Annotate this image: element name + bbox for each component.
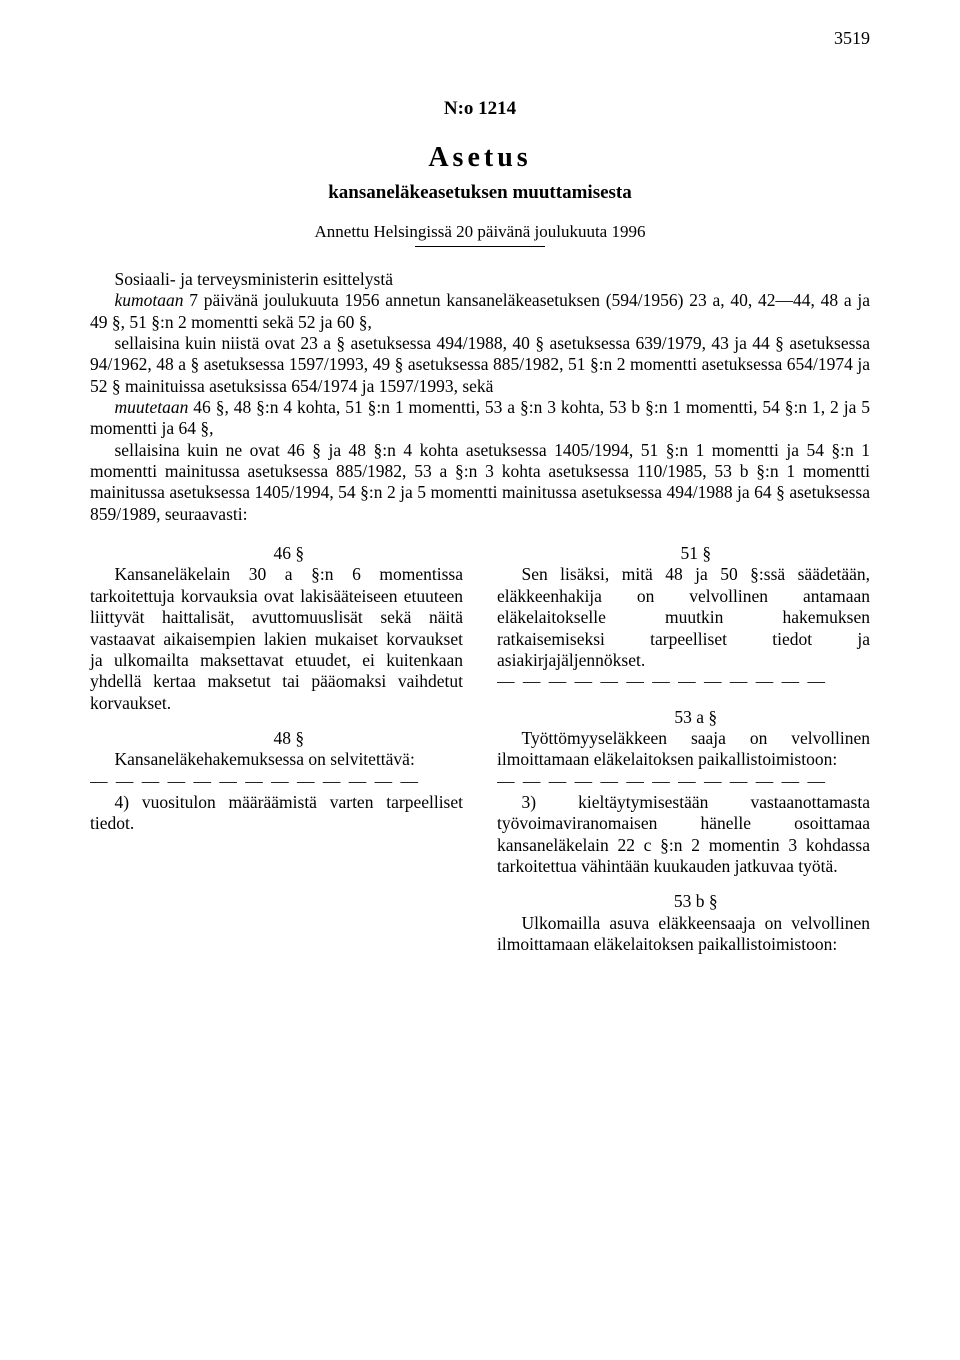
document-given-line: Annettu Helsingissä 20 päivänä joulukuut… xyxy=(90,222,870,242)
section-51-heading: 51 § xyxy=(497,543,870,564)
section-53a: 53 a § Työttömyyseläkkeen saaja on velvo… xyxy=(497,707,870,878)
section-53a-dashline-1: — — — — — — — — — — — — — xyxy=(497,771,870,792)
section-48: 48 § Kansaneläkehakemuksessa on selvitet… xyxy=(90,728,463,835)
preamble-line-4-rest: 46 §, 48 §:n 4 kohta, 51 §:n 1 momentti,… xyxy=(90,397,870,438)
preamble-line-4: muutetaan 46 §, 48 §:n 4 kohta, 51 §:n 1… xyxy=(90,397,870,440)
body-columns: 46 § Kansaneläkelain 30 a §:n 6 momentis… xyxy=(90,543,870,955)
section-46-heading: 46 § xyxy=(90,543,463,564)
section-48-intro: Kansaneläkehakemuksessa on selvitettävä: xyxy=(90,749,463,770)
section-51-body: Sen lisäksi, mitä 48 ja 50 §:ssä säädetä… xyxy=(497,564,870,671)
document-title: kansaneläkeasetuksen muuttamisesta xyxy=(90,182,870,204)
section-46-body: Kansaneläkelain 30 a §:n 6 momentissa ta… xyxy=(90,564,463,713)
document-type: Asetus xyxy=(90,142,870,174)
section-53b-heading: 53 b § xyxy=(497,891,870,912)
document-page: 3519 N:o 1214 Asetus kansaneläkeasetukse… xyxy=(0,0,960,1360)
kumotaan-word: kumotaan xyxy=(115,290,184,310)
section-48-item: 4) vuositulon määräämistä varten tarpeel… xyxy=(90,792,463,835)
preamble-line-2: kumotaan 7 päivänä joulukuuta 1956 annet… xyxy=(90,290,870,333)
section-53a-intro: Työttömyyseläkkeen saaja on velvollinen … xyxy=(497,728,870,771)
preamble-line-3: sellaisina kuin niistä ovat 23 a § asetu… xyxy=(90,333,870,397)
divider xyxy=(415,246,545,247)
document-number: N:o 1214 xyxy=(90,98,870,120)
section-53b-body: Ulkomailla asuva eläkkeensaaja on velvol… xyxy=(497,913,870,956)
section-48-heading: 48 § xyxy=(90,728,463,749)
preamble-line-5: sellaisina kuin ne ovat 46 § ja 48 §:n 4… xyxy=(90,440,870,525)
preamble-line-2-rest: 7 päivänä joulukuuta 1956 annetun kansan… xyxy=(90,290,870,331)
preamble-line-1: Sosiaali- ja terveysministerin esittelys… xyxy=(90,269,870,290)
section-51-dashline: — — — — — — — — — — — — — xyxy=(497,671,870,692)
section-53a-item: 3) kieltäytymisestään vastaanottamasta t… xyxy=(497,792,870,877)
section-53a-heading: 53 a § xyxy=(497,707,870,728)
section-51: 51 § Sen lisäksi, mitä 48 ja 50 §:ssä sä… xyxy=(497,543,870,692)
preamble: Sosiaali- ja terveysministerin esittelys… xyxy=(90,269,870,525)
section-48-dashline-1: — — — — — — — — — — — — — xyxy=(90,771,463,792)
section-46: 46 § Kansaneläkelain 30 a §:n 6 momentis… xyxy=(90,543,463,714)
muutetaan-word: muutetaan xyxy=(115,397,189,417)
section-53b: 53 b § Ulkomailla asuva eläkkeensaaja on… xyxy=(497,891,870,955)
page-number: 3519 xyxy=(834,28,870,49)
